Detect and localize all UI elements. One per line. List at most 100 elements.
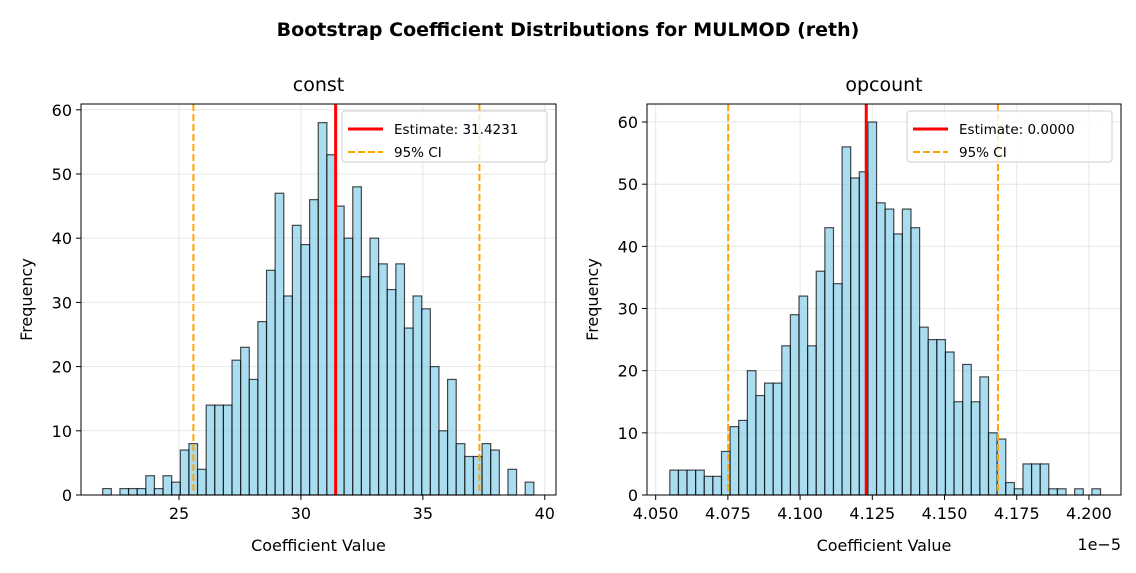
x-tick-label: 4.150 xyxy=(922,504,968,523)
histogram-bar xyxy=(343,237,354,496)
x-tick-label: 30 xyxy=(291,504,311,523)
histogram-bar xyxy=(171,481,181,496)
histogram-bar xyxy=(927,338,938,496)
histogram-bar xyxy=(1039,463,1050,496)
histogram-bar xyxy=(412,295,423,496)
histogram-bar xyxy=(127,487,138,496)
histogram-bar xyxy=(360,276,371,496)
histogram-bar xyxy=(317,122,328,496)
y-tick-label: 20 xyxy=(52,358,72,377)
histogram-bar xyxy=(524,481,535,496)
histogram-bar xyxy=(309,199,319,496)
x-axis-label: Coefficient Value xyxy=(817,536,952,555)
histogram-bar xyxy=(979,376,990,496)
legend: Estimate: 31.4231 95% CI xyxy=(341,110,548,163)
histogram-bar xyxy=(669,469,680,496)
histogram-bar xyxy=(944,351,955,496)
histogram-bar xyxy=(824,227,835,496)
histogram-bar xyxy=(274,192,285,496)
histogram-bar xyxy=(386,288,397,496)
axes-frame xyxy=(646,103,1122,496)
y-tick-label: 50 xyxy=(618,175,638,194)
histogram-bar xyxy=(893,233,903,496)
histogram-bar xyxy=(677,469,688,496)
histogram-bar xyxy=(257,321,268,496)
histogram-bar xyxy=(265,269,276,496)
histogram-bar xyxy=(919,326,929,496)
histogram-bar xyxy=(901,208,912,496)
histogram-bar xyxy=(102,487,112,496)
histogram-bar xyxy=(695,469,705,496)
histogram-bar xyxy=(703,475,714,496)
histogram-bar xyxy=(763,382,774,496)
y-tick-label: 30 xyxy=(52,293,72,312)
y-tick-label: 10 xyxy=(618,424,638,443)
histogram-bar xyxy=(832,283,843,496)
legend-ci-label: 95% CI xyxy=(959,145,1007,161)
y-tick-label: 10 xyxy=(52,422,72,441)
x-tick-label: 4.050 xyxy=(633,504,679,523)
subplot-opcount: 4.050 4.075 4.100 4.125 4.150 4.175 4.200 0 10 20… xyxy=(583,74,1122,555)
histogram-bar xyxy=(222,404,233,496)
histogram-bar xyxy=(421,308,431,496)
histogram-bar xyxy=(910,227,921,496)
histogram-bar xyxy=(179,449,190,496)
x-tick-label: 4.125 xyxy=(849,504,895,523)
y-tick-label: 30 xyxy=(618,300,638,319)
histogram-bar xyxy=(240,346,250,496)
histogram-bar xyxy=(205,404,216,496)
x-tick-label: 4.175 xyxy=(994,504,1040,523)
histogram-bar xyxy=(1048,488,1059,496)
histogram-bar xyxy=(455,443,466,496)
histogram-bar xyxy=(867,121,878,496)
x-tick-label: 40 xyxy=(535,504,555,523)
histogram-bar xyxy=(789,314,800,496)
histogram-bar xyxy=(196,468,207,496)
histogram-bar xyxy=(248,378,259,496)
axes-frame xyxy=(80,103,557,496)
histogram-bar xyxy=(438,430,449,496)
histogram-bar xyxy=(686,469,697,496)
histogram-bar xyxy=(962,363,972,496)
histogram-bar xyxy=(1030,463,1041,496)
histogram-bar xyxy=(136,487,147,496)
histogram-bar xyxy=(214,404,225,496)
histogram-bar xyxy=(746,370,757,496)
histogram-bar xyxy=(403,327,414,496)
histogram-bar xyxy=(145,475,156,496)
y-tick-label: 40 xyxy=(52,229,72,248)
x-tick-label: 4.200 xyxy=(1066,504,1112,523)
histogram-bar xyxy=(781,345,792,496)
y-tick-label: 60 xyxy=(618,113,638,132)
histogram-bar xyxy=(815,270,826,496)
histogram-bar xyxy=(850,177,860,496)
histogram-bar xyxy=(162,475,173,496)
histogram-bar xyxy=(378,263,388,496)
x-axis-label: Coefficient Value xyxy=(251,536,386,555)
histogram-bar xyxy=(1005,481,1015,496)
histogram-bar xyxy=(755,394,766,496)
subplot-const: 25 30 35 40 0 10 20 30 40 50 60 const Coefficient Va… xyxy=(17,74,557,555)
legend-box xyxy=(906,110,1113,163)
legend-box xyxy=(341,110,548,163)
y-tick-label: 0 xyxy=(628,486,638,505)
histogram-bar xyxy=(712,475,723,496)
histogram-bar xyxy=(446,378,457,496)
histogram-bar xyxy=(153,487,164,496)
y-tick-label: 20 xyxy=(618,362,638,381)
histogram-bar xyxy=(464,455,475,496)
histogram-bar xyxy=(987,432,998,496)
histogram-bar xyxy=(1091,488,1102,496)
histogram-bar xyxy=(841,146,852,496)
figure-title: Bootstrap Coefficient Distributions for … xyxy=(277,19,860,41)
histogram-bar xyxy=(291,224,302,496)
y-tick-label: 0 xyxy=(62,486,72,505)
histogram-bar xyxy=(369,237,380,496)
histogram-bar xyxy=(1013,488,1024,496)
legend: Estimate: 0.0000 95% CI xyxy=(906,110,1113,163)
y-tick-label: 60 xyxy=(52,101,72,120)
histogram-bar xyxy=(1022,463,1033,496)
y-axis-label: Frequency xyxy=(583,258,602,341)
histogram-bar xyxy=(884,208,895,496)
